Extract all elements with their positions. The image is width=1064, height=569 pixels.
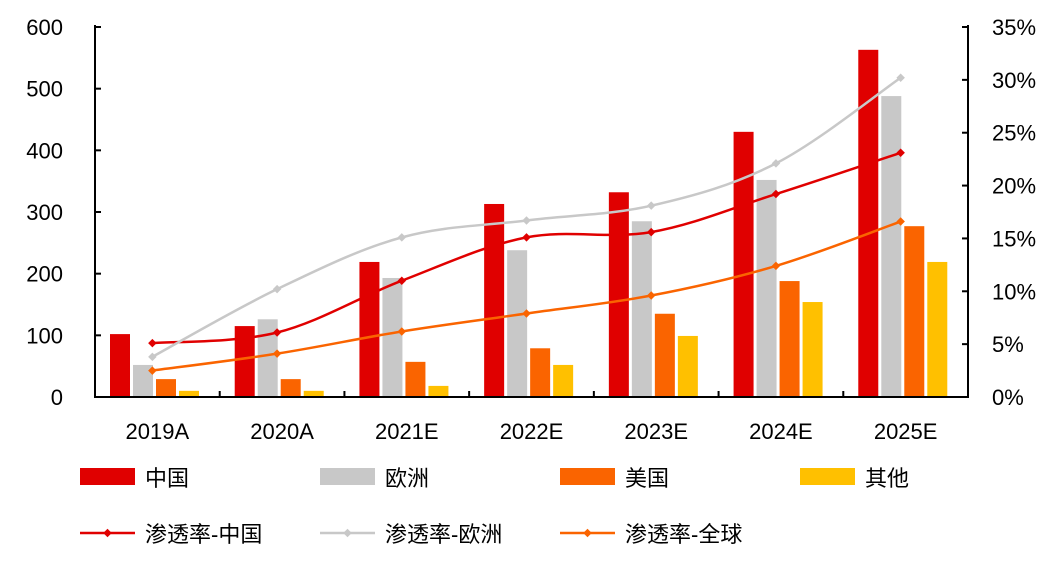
x-tick-label: 2023E bbox=[624, 419, 688, 444]
legend-marker-2 bbox=[583, 528, 592, 538]
line-point-2-3 bbox=[522, 309, 531, 318]
bar-1-6 bbox=[881, 96, 902, 398]
left-tick-label: 0 bbox=[51, 385, 63, 410]
line-point-1-2 bbox=[397, 233, 407, 242]
legend-line-label-0: 渗透率-中国 bbox=[145, 522, 262, 547]
right-tick-label: 10% bbox=[992, 279, 1036, 304]
bar-3-2 bbox=[428, 385, 449, 397]
bar-1-2 bbox=[382, 277, 403, 397]
left-tick-label: 600 bbox=[26, 15, 63, 40]
lines bbox=[148, 73, 905, 375]
left-tick-label: 300 bbox=[26, 200, 63, 225]
legend-swatch-3 bbox=[800, 468, 855, 485]
line-point-1-1 bbox=[272, 284, 282, 294]
bar-0-1 bbox=[234, 326, 255, 397]
line-point-2-5 bbox=[771, 261, 781, 271]
bar-2-0 bbox=[156, 379, 176, 397]
bar-0-0 bbox=[110, 334, 130, 397]
right-tick-label: 25% bbox=[992, 121, 1036, 146]
right-tick-label: 0% bbox=[992, 385, 1024, 410]
left-tick-label: 100 bbox=[26, 323, 63, 348]
line-point-1-3 bbox=[522, 216, 531, 225]
left-tick-label: 200 bbox=[26, 262, 63, 287]
bar-1-3 bbox=[507, 250, 528, 397]
axes: 0 100 200 300 400 500 600 0% 5% 10% 15% 20% 25% 30% 35… bbox=[26, 15, 1036, 444]
legend-marker-1 bbox=[343, 528, 352, 538]
bar-3-1 bbox=[303, 390, 324, 397]
bars bbox=[110, 49, 948, 398]
line-point-0-0 bbox=[148, 338, 157, 348]
x-tick-label: 2025E bbox=[874, 419, 938, 444]
line-point-2-0 bbox=[148, 366, 157, 375]
bar-0-6 bbox=[858, 49, 879, 398]
left-tick-label: 400 bbox=[26, 138, 63, 163]
x-tick-label: 2021E bbox=[375, 419, 439, 444]
legend-label-1: 欧洲 bbox=[385, 466, 429, 491]
bar-2-4 bbox=[654, 313, 675, 397]
legend-label-3: 其他 bbox=[865, 466, 909, 491]
legend-label-2: 美国 bbox=[625, 466, 669, 491]
legend-marker-0 bbox=[103, 528, 112, 538]
right-tick-label: 30% bbox=[992, 68, 1036, 93]
line-point-2-4 bbox=[646, 291, 656, 300]
line-point-0-3 bbox=[522, 233, 531, 242]
x-tick-label: 2019A bbox=[126, 419, 190, 444]
legend-swatch-0 bbox=[80, 468, 135, 485]
bar-3-0 bbox=[179, 390, 199, 397]
bar-0-5 bbox=[733, 131, 754, 398]
bar-1-0 bbox=[133, 364, 153, 397]
line-point-2-1 bbox=[272, 349, 282, 358]
line-point-1-0 bbox=[148, 352, 157, 362]
legend-swatch-2 bbox=[560, 468, 615, 485]
bar-0-2 bbox=[359, 261, 380, 397]
bar-3-3 bbox=[553, 364, 574, 397]
bar-2-5 bbox=[779, 281, 800, 397]
bar-2-1 bbox=[280, 379, 301, 397]
right-tick-label: 35% bbox=[992, 15, 1036, 40]
legend-line-label-2: 渗透率-全球 bbox=[625, 522, 742, 547]
bar-0-4 bbox=[608, 192, 629, 397]
left-tick-label: 500 bbox=[26, 77, 63, 102]
bar-3-5 bbox=[802, 302, 823, 397]
bar-2-3 bbox=[530, 348, 551, 397]
legend-swatch-1 bbox=[320, 468, 375, 485]
right-tick-label: 15% bbox=[992, 226, 1036, 251]
line-point-0-2 bbox=[397, 276, 407, 285]
bar-1-4 bbox=[631, 221, 652, 397]
bar-2-2 bbox=[405, 361, 426, 397]
bar-0-3 bbox=[484, 203, 505, 397]
bar-2-6 bbox=[904, 226, 925, 397]
bar-3-4 bbox=[677, 335, 698, 397]
x-tick-label: 2020A bbox=[250, 419, 314, 444]
right-tick-label: 20% bbox=[992, 174, 1036, 199]
right-tick-label: 5% bbox=[992, 332, 1024, 357]
bar-1-1 bbox=[257, 319, 278, 397]
x-tick-label: 2024E bbox=[749, 419, 813, 444]
legend-label-0: 中国 bbox=[145, 466, 189, 491]
line-point-1-4 bbox=[646, 201, 656, 210]
x-tick-label: 2022E bbox=[500, 419, 564, 444]
line-point-2-2 bbox=[397, 327, 407, 336]
line-point-0-1 bbox=[272, 328, 282, 337]
legend-line-label-1: 渗透率-欧洲 bbox=[385, 522, 502, 547]
bar-3-6 bbox=[927, 261, 948, 397]
bar-1-5 bbox=[756, 179, 777, 397]
